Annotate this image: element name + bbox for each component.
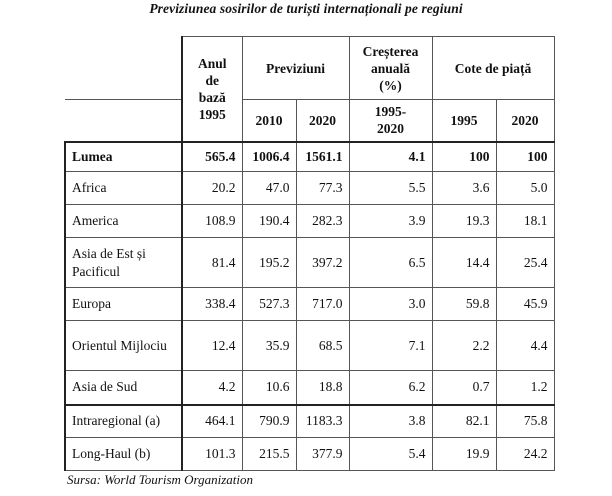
s1995-cell: 19.9: [431, 437, 497, 471]
region-cell: Lumea: [64, 140, 183, 172]
s2020-cell: 100: [495, 140, 555, 172]
s1995-cell: 82.1: [431, 403, 497, 438]
s2020-cell: 45.9: [495, 287, 555, 321]
region-cell: Asia de Est și Pacificul: [64, 237, 183, 288]
growth-cell: 3.9: [348, 204, 433, 238]
header-market-share: Cote de piață: [431, 36, 555, 100]
table-row: Asia de Sud 4.2 10.6 18.8 6.2 0.7 1.2: [64, 370, 555, 405]
f2010-cell: 47.0: [241, 171, 297, 205]
f2020-cell: 68.5: [295, 320, 350, 371]
table-row: Long-Haul (b) 101.3 215.5 377.9 5.4 19.9…: [64, 437, 555, 471]
growth-cell: 3.8: [348, 403, 433, 438]
table-row: Africa 20.2 47.0 77.3 5.5 3.6 5.0: [64, 171, 555, 205]
f2020-cell: 377.9: [295, 437, 350, 471]
f2010-cell: 190.4: [241, 204, 297, 238]
s1995-cell: 0.7: [431, 370, 497, 405]
f2010-cell: 1006.4: [241, 140, 297, 172]
growth-cell: 4.1: [348, 140, 433, 172]
base-cell: 20.2: [181, 171, 243, 205]
table-row: Orientul Mijlociu 12.4 35.9 68.5 7.1 2.2…: [64, 320, 555, 371]
growth-cell: 5.5: [348, 171, 433, 205]
s1995-cell: 14.4: [431, 237, 497, 288]
header-growth: Creșterea anuală (%): [348, 36, 433, 100]
s1995-cell: 100: [431, 140, 497, 172]
region-cell: Asia de Sud: [64, 370, 183, 405]
header-share-2020: 2020: [495, 99, 555, 142]
s2020-cell: 25.4: [495, 237, 555, 288]
f2010-cell: 790.9: [241, 403, 297, 438]
base-cell: 108.9: [181, 204, 243, 238]
s1995-cell: 59.8: [431, 287, 497, 321]
f2010-cell: 527.3: [241, 287, 297, 321]
base-cell: 81.4: [181, 237, 243, 288]
s1995-cell: 3.6: [431, 171, 497, 205]
region-cell: Africa: [64, 171, 183, 205]
s2020-cell: 18.1: [495, 204, 555, 238]
header-forecasts: Previziuni: [241, 36, 350, 100]
f2020-cell: 18.8: [295, 370, 350, 405]
f2020-cell: 282.3: [295, 204, 350, 238]
s1995-cell: 2.2: [431, 320, 497, 371]
s2020-cell: 24.2: [495, 437, 555, 471]
f2010-cell: 10.6: [241, 370, 297, 405]
region-cell: Intraregional (a): [64, 403, 183, 438]
region-cell: Long-Haul (b): [64, 437, 183, 471]
s2020-cell: 4.4: [495, 320, 555, 371]
table-title: Previziunea sosirilor de turiști interna…: [149, 1, 463, 16]
table-row: America 108.9 190.4 282.3 3.9 19.3 18.1: [64, 204, 555, 238]
f2010-cell: 35.9: [241, 320, 297, 371]
f2010-cell: 195.2: [241, 237, 297, 288]
base-cell: 4.2: [181, 370, 243, 405]
region-cell: Orientul Mijlociu: [64, 320, 183, 371]
base-cell: 338.4: [181, 287, 243, 321]
region-cell: Europa: [64, 287, 183, 321]
growth-cell: 5.4: [348, 437, 433, 471]
base-cell: 464.1: [181, 403, 243, 438]
f2020-cell: 717.0: [295, 287, 350, 321]
s2020-cell: 75.8: [495, 403, 555, 438]
tourism-forecast-table: Anul de bază 1995 Previziuni Creșterea a…: [64, 36, 555, 471]
base-cell: 12.4: [181, 320, 243, 371]
f2020-cell: 1183.3: [295, 403, 350, 438]
f2020-cell: 397.2: [295, 237, 350, 288]
header-growth-period: 1995- 2020: [348, 99, 433, 142]
corner-cell: [64, 36, 183, 100]
base-cell: 101.3: [181, 437, 243, 471]
table-row: Asia de Est și Pacificul 81.4 195.2 397.…: [64, 237, 555, 288]
growth-cell: 7.1: [348, 320, 433, 371]
corner-cell: [64, 99, 183, 142]
f2010-cell: 215.5: [241, 437, 297, 471]
f2020-cell: 1561.1: [295, 140, 350, 172]
growth-cell: 3.0: [348, 287, 433, 321]
s1995-cell: 19.3: [431, 204, 497, 238]
header-year-2020: 2020: [295, 99, 350, 142]
s2020-cell: 1.2: [495, 370, 555, 405]
source-note: Sursa: World Tourism Organization: [67, 472, 254, 487]
header-base-year: Anul de bază 1995: [181, 36, 243, 142]
s2020-cell: 5.0: [495, 171, 555, 205]
header-share-1995: 1995: [431, 99, 497, 142]
table-row: Europa 338.4 527.3 717.0 3.0 59.8 45.9: [64, 287, 555, 321]
table-row: Intraregional (a) 464.1 790.9 1183.3 3.8…: [64, 403, 555, 438]
table-row: Lumea 565.4 1006.4 1561.1 4.1 100 100: [64, 140, 555, 172]
growth-cell: 6.2: [348, 370, 433, 405]
growth-cell: 6.5: [348, 237, 433, 288]
header-year-2010: 2010: [241, 99, 297, 142]
f2020-cell: 77.3: [295, 171, 350, 205]
base-cell: 565.4: [181, 140, 243, 172]
region-cell: America: [64, 204, 183, 238]
